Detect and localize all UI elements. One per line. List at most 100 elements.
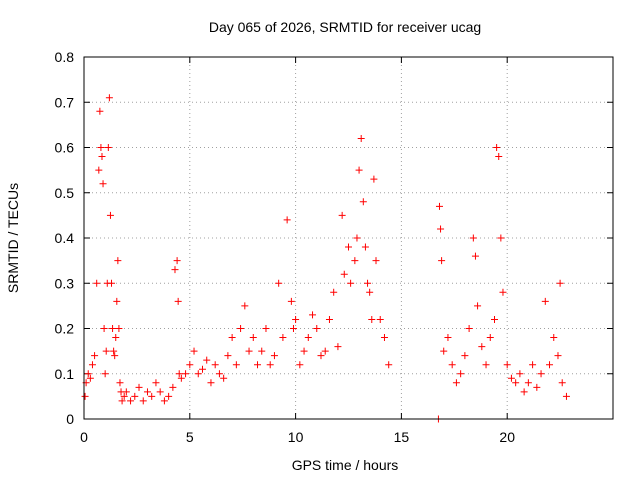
data-point — [321, 347, 329, 355]
data-point — [520, 388, 528, 396]
data-point — [444, 334, 452, 342]
data-point — [345, 243, 352, 251]
data-point — [241, 302, 249, 310]
data-point — [88, 361, 96, 369]
data-point — [96, 107, 104, 115]
data-point — [101, 370, 109, 378]
data-point — [309, 311, 317, 319]
data-point — [220, 374, 228, 382]
data-point — [98, 153, 106, 161]
data-point — [262, 325, 270, 332]
data-point — [182, 370, 190, 378]
data-point — [361, 243, 369, 251]
data-point — [486, 334, 494, 342]
data-point — [437, 225, 445, 233]
data-points — [81, 94, 570, 423]
data-point — [562, 392, 570, 400]
data-point — [152, 379, 160, 387]
data-point — [353, 234, 361, 242]
y-tick-label: 0.1 — [55, 366, 75, 382]
y-tick-label: 0.4 — [55, 230, 75, 246]
data-point — [113, 297, 121, 305]
data-point — [279, 334, 287, 342]
x-tick-label: 5 — [186, 429, 194, 445]
data-point — [491, 315, 499, 323]
data-point — [340, 270, 348, 278]
data-point — [93, 279, 101, 287]
x-tick-labels: 0 5 10 15 20 — [80, 429, 515, 445]
data-point — [366, 288, 374, 296]
y-tick-labels: 0 0.1 0.2 0.3 0.4 0.5 0.6 0.7 0.8 — [55, 49, 75, 427]
data-point — [228, 334, 236, 342]
data-point — [368, 315, 376, 323]
data-point — [186, 361, 194, 369]
data-point — [524, 379, 532, 387]
data-point — [304, 334, 312, 342]
data-point — [270, 352, 278, 360]
data-point — [474, 302, 482, 310]
data-point — [493, 144, 501, 151]
data-point — [556, 279, 564, 287]
data-point — [558, 379, 566, 387]
data-point — [131, 392, 139, 400]
data-point — [465, 325, 473, 332]
data-point — [533, 383, 541, 391]
data-point — [435, 202, 443, 210]
data-point — [249, 334, 257, 342]
data-point — [334, 343, 342, 351]
data-point — [478, 343, 486, 351]
data-point — [471, 252, 479, 260]
y-tick-label: 0.2 — [55, 321, 75, 337]
data-point — [127, 397, 135, 405]
data-point — [516, 370, 524, 378]
data-point — [112, 334, 120, 342]
data-point — [385, 361, 393, 369]
data-point — [330, 288, 338, 296]
data-point — [86, 374, 94, 382]
data-point — [372, 257, 380, 265]
data-point — [115, 325, 123, 332]
data-point — [99, 180, 107, 188]
data-point — [106, 211, 114, 219]
data-point — [111, 352, 119, 360]
data-point — [357, 134, 365, 142]
data-point — [370, 175, 378, 183]
data-point — [254, 361, 262, 369]
data-point — [550, 334, 558, 342]
data-point — [325, 315, 333, 323]
data-point — [461, 352, 469, 360]
data-point — [266, 361, 274, 369]
data-point — [380, 334, 388, 342]
data-point — [118, 397, 126, 405]
data-point — [203, 356, 211, 364]
data-point — [100, 325, 108, 332]
data-point — [258, 347, 266, 355]
data-point — [469, 234, 477, 242]
data-point — [169, 383, 177, 391]
data-point — [177, 374, 185, 382]
data-point — [359, 198, 367, 206]
data-point — [122, 388, 130, 396]
data-point — [317, 352, 325, 360]
data-point — [114, 257, 122, 265]
y-tick-label: 0.5 — [55, 185, 75, 201]
chart-title: Day 065 of 2026, SRMTID for receiver uca… — [209, 19, 481, 35]
x-tick-label: 0 — [80, 429, 88, 445]
data-point — [296, 361, 304, 369]
data-point — [355, 166, 363, 174]
data-point — [105, 94, 113, 102]
data-point — [135, 383, 143, 391]
x-axis-label: GPS time / hours — [292, 457, 399, 473]
data-point — [289, 325, 297, 332]
data-point — [160, 397, 168, 405]
data-point — [364, 279, 372, 287]
data-point — [174, 297, 182, 305]
data-point — [232, 361, 240, 369]
data-point — [215, 370, 223, 378]
data-point — [351, 257, 359, 265]
plot-frame — [83, 56, 614, 420]
data-point — [104, 144, 112, 151]
data-point — [497, 234, 505, 242]
data-point — [546, 361, 554, 369]
data-point — [95, 166, 103, 174]
